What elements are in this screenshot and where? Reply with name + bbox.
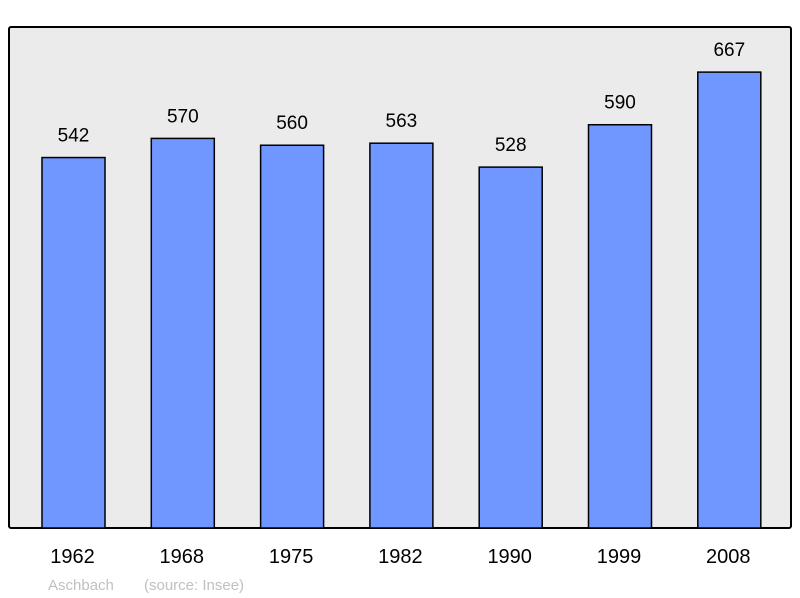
x-tick-label-1990: 1990 — [487, 546, 532, 568]
data-label-1975: 560 — [276, 113, 308, 134]
data-label-1968: 570 — [167, 106, 199, 127]
footer-place: Aschbach — [48, 577, 114, 594]
x-tick-label-1999: 1999 — [597, 546, 642, 568]
bar-1962 — [41, 156, 106, 529]
data-label-1990: 528 — [495, 135, 527, 156]
x-tick-label-1962: 1962 — [50, 546, 95, 568]
data-label-1962: 542 — [58, 126, 90, 147]
x-tick-label-1982: 1982 — [378, 546, 423, 568]
x-tick-label-2008: 2008 — [706, 546, 751, 568]
bar-1982 — [369, 142, 434, 529]
x-tick-label-1968: 1968 — [160, 546, 205, 568]
data-label-2008: 667 — [713, 40, 745, 61]
footer-source: (source: Insee) — [144, 577, 244, 594]
bar-1975 — [259, 144, 325, 529]
bar-1990 — [478, 166, 543, 529]
data-label-1982: 563 — [386, 111, 418, 132]
bar-2008 — [697, 71, 762, 529]
x-tick-label-1975: 1975 — [269, 546, 314, 568]
data-label-1999: 590 — [604, 93, 636, 114]
bar-1968 — [150, 137, 216, 529]
bar-1999 — [587, 123, 653, 529]
